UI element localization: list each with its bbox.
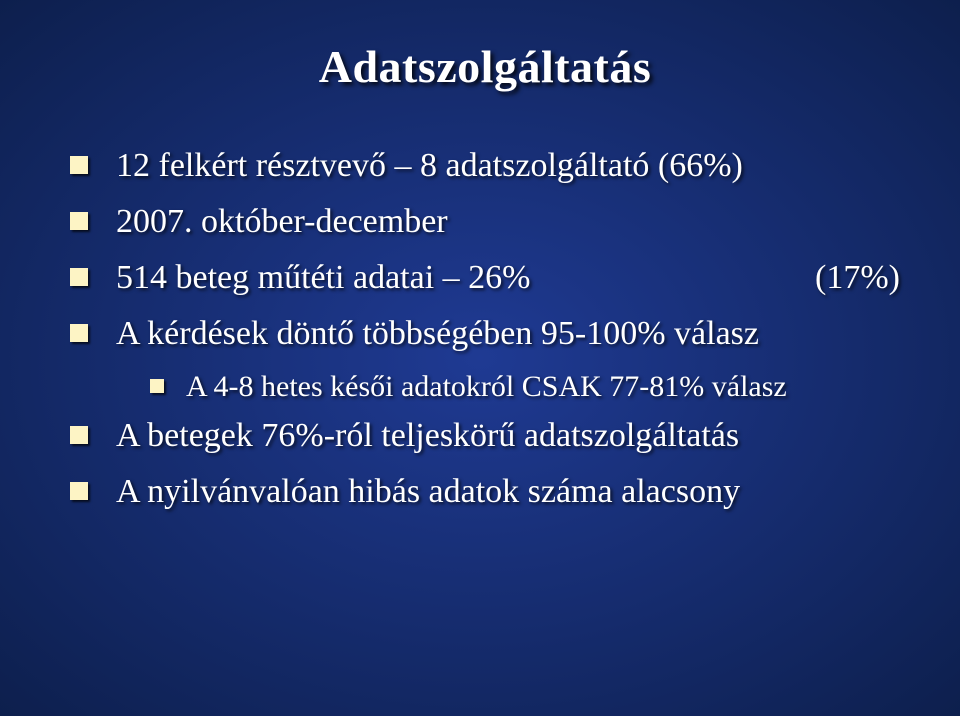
bullet-marker-icon — [70, 426, 88, 444]
bullet-text: 2007. október-december — [116, 199, 900, 245]
bullet-subitem: A 4-8 hetes késői adatokról CSAK 77-81% … — [70, 367, 900, 408]
bullet-text: A nyilvánvalóan hibás adatok száma alacs… — [116, 469, 900, 515]
bullet-marker-icon — [70, 212, 88, 230]
bullet-item: 2007. október-december — [70, 199, 900, 245]
bullet-marker-icon — [150, 379, 164, 393]
slide: Adatszolgáltatás 12 felkért résztvevő – … — [0, 0, 960, 716]
bullet-text: A 4-8 hetes késői adatokról CSAK 77-81% … — [186, 367, 787, 408]
bullet-item: A kérdések döntő többségében 95-100% vál… — [70, 311, 900, 357]
bullet-item: A betegek 76%-ról teljeskörű adatszolgál… — [70, 413, 900, 459]
bullet-text: A kérdések döntő többségében 95-100% vál… — [116, 311, 900, 357]
bullet-text: 514 beteg műtéti adatai – 26% — [116, 255, 531, 301]
bullet-text: A betegek 76%-ról teljeskörű adatszolgál… — [116, 413, 900, 459]
bullet-marker-icon — [70, 268, 88, 286]
bullet-marker-icon — [70, 324, 88, 342]
bullet-right-value: (17%) — [795, 255, 900, 301]
bullet-item: 12 felkért résztvevő – 8 adatszolgáltató… — [70, 143, 900, 189]
slide-title: Adatszolgáltatás — [70, 40, 900, 93]
bullet-item: A nyilvánvalóan hibás adatok száma alacs… — [70, 469, 900, 515]
bullet-marker-icon — [70, 482, 88, 500]
bullet-item: 514 beteg műtéti adatai – 26% (17%) — [70, 255, 900, 301]
bullet-text: 12 felkért résztvevő – 8 adatszolgáltató… — [116, 143, 900, 189]
bullet-text-row: 514 beteg műtéti adatai – 26% (17%) — [116, 255, 900, 301]
bullet-marker-icon — [70, 156, 88, 174]
